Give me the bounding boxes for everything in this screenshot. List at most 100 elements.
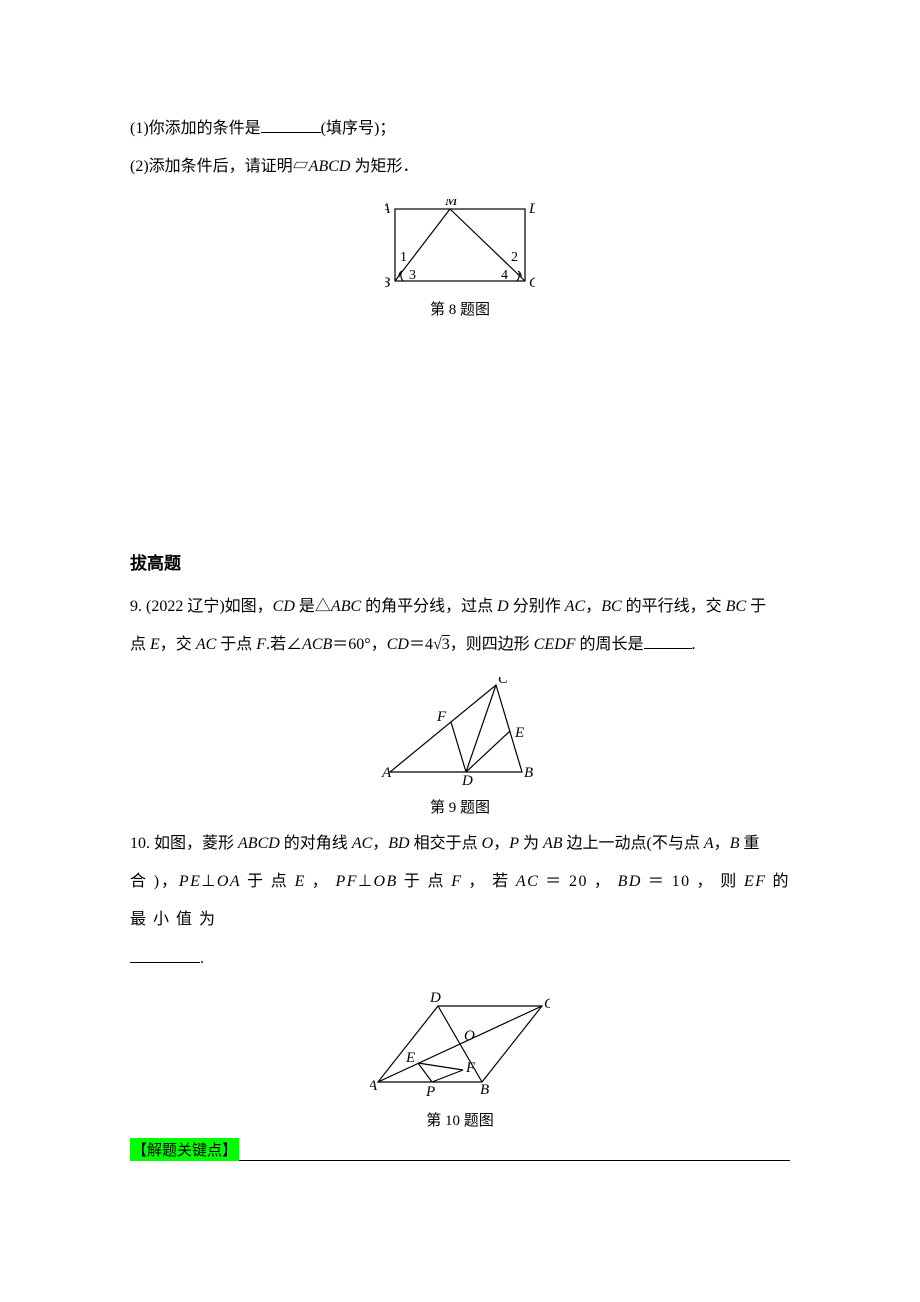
t: AC xyxy=(352,835,372,852)
lbl-4: 4 xyxy=(501,268,508,283)
t: CEDF xyxy=(534,636,576,653)
lbl: O xyxy=(464,1028,475,1044)
lbl: C xyxy=(544,996,550,1012)
t: AC xyxy=(516,873,545,890)
q9-svg: A B C D E F xyxy=(380,677,540,789)
lbl: P xyxy=(425,1084,435,1100)
t: CD xyxy=(387,636,409,653)
t: ＝ 20 ， xyxy=(545,873,617,890)
q8-line1: (1)你添加的条件是 (填序号)； xyxy=(130,110,790,148)
lbl: C xyxy=(498,677,509,687)
q10-line1: 10. 如图，菱形 ABCD 的对角线 AC，BD 相交于点 O，P 为 AB … xyxy=(130,825,790,863)
q9-line2: 点 E，交 AC 于点 F.若∠ACB＝60°，CD＝4√3，则四边形 CEDF… xyxy=(130,626,790,664)
t: 的对角线 xyxy=(280,835,352,852)
q9-caption: 第 9 题图 xyxy=(130,796,790,817)
lbl: F xyxy=(436,709,447,725)
t: . xyxy=(692,636,696,653)
t: 于 xyxy=(746,598,766,615)
blank xyxy=(261,117,321,133)
t: ，交 xyxy=(160,636,196,653)
t: AB xyxy=(543,835,563,852)
t: . xyxy=(200,950,204,967)
lbl: D xyxy=(461,773,473,789)
lbl: E xyxy=(405,1050,415,1066)
lbl: B xyxy=(524,765,533,781)
t: F xyxy=(451,873,468,890)
t: BD xyxy=(618,873,648,890)
lbl: A xyxy=(370,1078,378,1094)
t: E xyxy=(150,636,160,653)
lbl-M: M xyxy=(444,199,459,209)
t: .若∠ xyxy=(266,636,302,653)
t: 3 xyxy=(442,636,450,653)
t: ABC xyxy=(331,598,361,615)
q8-abcd: ABCD xyxy=(309,158,351,175)
t: ， xyxy=(312,873,336,890)
key-box: 【解题关键点】 xyxy=(130,1138,790,1161)
t: ，则四边形 xyxy=(450,636,534,653)
t: 9. (2022 辽宁)如图， xyxy=(130,598,273,615)
t: A xyxy=(704,835,714,852)
t: BC xyxy=(726,598,746,615)
q10-figure: A B C D O P E F 第 10 题图 xyxy=(130,990,790,1130)
t: O xyxy=(482,835,494,852)
lbl-D: D xyxy=(528,201,535,217)
t: ， 若 xyxy=(468,873,516,890)
lbl-1: 1 xyxy=(400,250,407,265)
t: PF xyxy=(336,873,359,890)
blank xyxy=(644,633,692,649)
lbl: E xyxy=(514,725,524,741)
blank xyxy=(130,947,200,963)
q8-figure: A D B C M 1 2 3 4 第 8 题图 xyxy=(130,199,790,319)
q10-caption: 第 10 题图 xyxy=(130,1109,790,1130)
lbl: F xyxy=(465,1060,476,1076)
q8-line2-text: (2)添加条件后，请证明▱ xyxy=(130,158,309,175)
lbl-3: 3 xyxy=(409,268,416,283)
t: ， xyxy=(493,835,509,852)
t: BC xyxy=(601,598,621,615)
t: 分别作 xyxy=(509,598,565,615)
q10-line2: 合 )，PE⊥OA 于 点 E ， PF⊥OB 于 点 F ， 若 AC ＝ 2… xyxy=(130,863,790,940)
t: B xyxy=(730,835,740,852)
t: PE xyxy=(179,873,202,890)
t: 10. 如图，菱形 xyxy=(130,835,238,852)
t: ABCD xyxy=(238,835,280,852)
t: D xyxy=(497,598,509,615)
t: 于点 xyxy=(216,636,256,653)
t: 重 xyxy=(739,835,759,852)
lbl-A: A xyxy=(385,201,391,217)
section-title: 拔高题 xyxy=(130,549,790,574)
t: 的角平分线，过点 xyxy=(361,598,497,615)
t: 于 点 xyxy=(398,873,451,890)
q8-line1-prefix: (1)你添加的条件是 xyxy=(130,120,261,137)
t: AC xyxy=(196,636,216,653)
q10-svg: A B C D O P E F xyxy=(370,990,550,1102)
t: F xyxy=(256,636,266,653)
q8-line1-suffix: (填序号)； xyxy=(321,120,396,137)
lbl: D xyxy=(429,990,441,1006)
lbl: A xyxy=(381,765,392,781)
t: OA xyxy=(217,873,241,890)
t: 相交于点 xyxy=(410,835,482,852)
q8-svg: A D B C M 1 2 3 4 xyxy=(385,199,535,291)
t: EF xyxy=(744,873,772,890)
t: ＝60°， xyxy=(332,636,386,653)
t: P xyxy=(509,835,519,852)
lbl: B xyxy=(480,1082,489,1098)
q8-line2-suffix: 为矩形． xyxy=(350,158,418,175)
t: ＝4 xyxy=(409,636,433,653)
t: ⊥ xyxy=(201,873,216,890)
t: ， xyxy=(372,835,388,852)
q8-caption: 第 8 题图 xyxy=(130,298,790,319)
t: 的周长是 xyxy=(576,636,644,653)
lbl-B: B xyxy=(385,275,390,291)
sqrt: √3 xyxy=(433,626,450,664)
t: 点 xyxy=(130,636,150,653)
t: BD xyxy=(388,835,409,852)
t: ⊥ xyxy=(358,873,373,890)
t: ， xyxy=(585,598,601,615)
t: ， xyxy=(714,835,730,852)
t: AC xyxy=(565,598,585,615)
t: CD xyxy=(273,598,295,615)
t: E xyxy=(295,873,312,890)
